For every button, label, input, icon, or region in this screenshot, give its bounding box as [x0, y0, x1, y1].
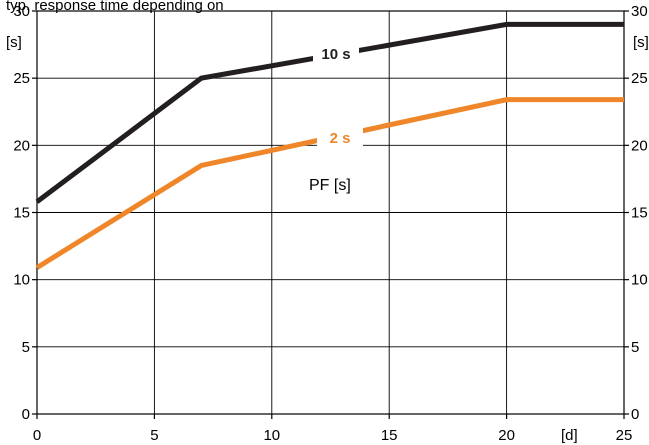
y-tick-label-right-0: 0	[631, 406, 639, 423]
x-tick-label-25: 25	[616, 427, 633, 444]
x-axis-tick-labels: 0 5 10 15 20 25	[33, 427, 633, 444]
y-tick-label-left-5: 5	[22, 339, 30, 356]
y-tick-label-right-30: 30	[631, 3, 648, 20]
y-axis-left-tick-labels: 0 5 10 15 20 25 30	[13, 3, 30, 423]
series-label-1: 10 s	[321, 46, 350, 63]
x-tick-label-10: 10	[263, 427, 280, 444]
y-tick-label-right-25: 25	[631, 70, 648, 87]
axis-ticks	[32, 10, 629, 419]
x-axis-unit: [d]	[561, 427, 578, 444]
y-tick-label-right-20: 20	[631, 137, 648, 154]
y-axis-left-unit: [s]	[6, 34, 22, 51]
gridlines	[37, 11, 624, 414]
chart-title: typ. response time depending on	[6, 0, 224, 14]
x-tick-label-0: 0	[33, 427, 41, 444]
series-label-2: 2 s	[330, 130, 351, 147]
y-axis-right-tick-labels: 0 5 10 15 20 25 30	[631, 3, 648, 423]
y-tick-label-right-15: 15	[631, 204, 648, 221]
x-tick-label-5: 5	[150, 427, 158, 444]
x-tick-label-15: 15	[381, 427, 398, 444]
series-label-bg-2	[317, 127, 363, 149]
x-tick-label-20: 20	[498, 427, 515, 444]
y-tick-label-right-10: 10	[631, 272, 648, 289]
y-tick-label-left-20: 20	[13, 137, 30, 154]
y-tick-label-right-5: 5	[631, 339, 639, 356]
y-tick-label-left-30: 30	[13, 3, 30, 20]
y-tick-label-left-25: 25	[13, 70, 30, 87]
y-tick-label-left-15: 15	[13, 204, 30, 221]
y-axis-right-unit: [s]	[633, 34, 649, 51]
series-lines: 10 s 2 s	[35, 21, 624, 270]
pf-annotation: PF [s]	[309, 177, 351, 194]
y-tick-label-left-0: 0	[22, 406, 30, 423]
y-tick-label-left-10: 10	[13, 272, 30, 289]
series-label-bg-1	[313, 43, 359, 65]
